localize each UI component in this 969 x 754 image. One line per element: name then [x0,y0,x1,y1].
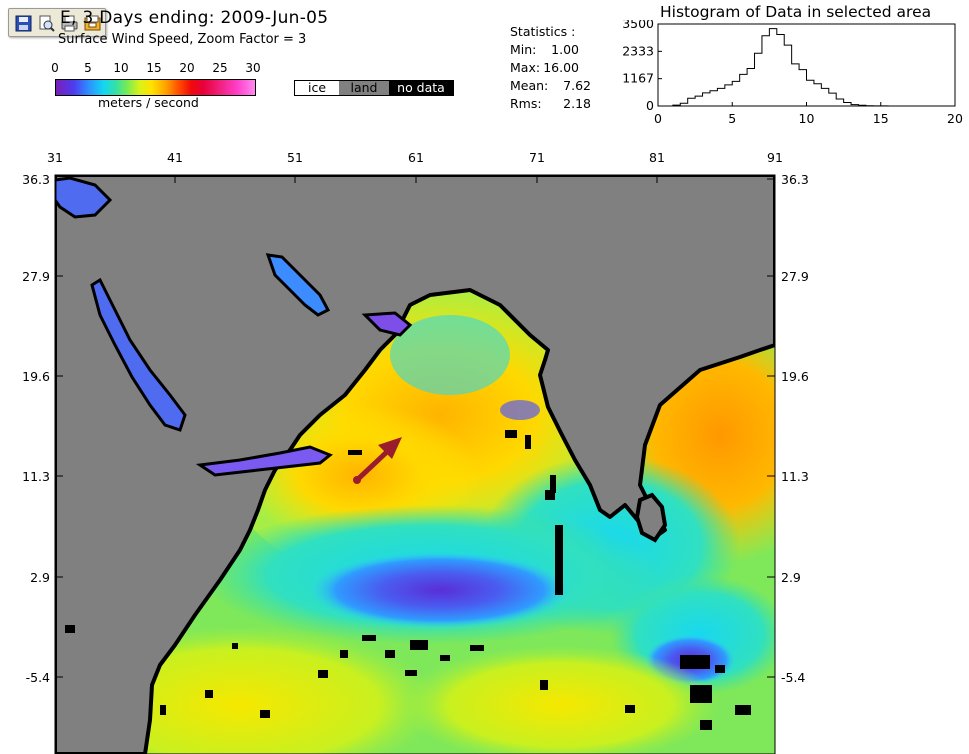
histogram-y-tick: 2333 [622,43,654,58]
wind-speed-map[interactable]: 31 41 51 61 71 81 91 36.3 36.3 27.9 27.9 19.6 19.6 11… [0,145,969,754]
export-icon[interactable] [82,13,103,34]
histogram-bar [703,93,710,106]
histogram-x-tick: 5 [728,111,736,126]
histogram-bar [829,93,836,106]
histogram-bar [732,81,739,106]
histogram-bar [799,70,806,106]
histogram-x-tick: 10 [799,111,815,126]
map-axes: 31 41 51 61 71 81 91 36.3 36.3 27.9 27.9 19.6 19.6 11… [22,150,809,685]
gulf-of-aden [195,445,333,477]
colorbar-tick: 20 [179,61,195,75]
socotra-island [348,450,362,455]
mediterranean-corner [55,176,113,219]
map-x-tick: 71 [529,150,545,165]
stat-mean-label: Mean: [510,78,549,93]
gulf-of-oman [361,311,413,337]
stat-rms-label: Rms: [510,96,542,111]
histogram-bar [777,35,784,106]
map-x-tick: 41 [167,150,183,165]
toolbar [8,8,106,37]
histogram-bar [792,64,799,106]
histogram-bar [725,85,732,106]
print-icon[interactable] [59,13,80,34]
histogram-x-tick: 20 [947,111,963,126]
histogram-bar [844,102,851,106]
histogram-bar [821,88,828,106]
histogram-bar [695,96,702,106]
map-y-tick-left: 19.6 [22,369,50,384]
map-y-tick-left: 36.3 [22,172,50,187]
histogram-bar [740,74,747,106]
map-subtitle: Surface Wind Speed, Zoom Factor = 3 [58,32,307,47]
histogram-bar [784,45,791,106]
stat-max-label: Max: [510,60,541,75]
histogram-bar [836,99,843,106]
stat-mean-value: 7.62 [563,78,591,93]
map-y-tick-left: 11.3 [22,469,50,484]
stat-max-value: 16.00 [543,60,579,75]
map-title: E, 3 Days ending: 2009-Jun-05 [60,8,329,28]
colorbar-tick: 5 [84,61,92,75]
surface-type-legend: ice land no data [294,80,454,96]
map-y-tick-left: -5.4 [26,670,50,685]
print-preview-icon[interactable] [36,13,57,34]
stat-min-label: Min: [510,42,537,57]
colorbar-tick: 25 [212,61,228,75]
land-mass-north [55,175,775,754]
histogram-x-tick: 15 [873,111,889,126]
histogram-bar [814,84,821,106]
map-y-tick-right: 11.3 [781,469,809,484]
legend-ice: ice [295,81,339,95]
histogram-bar [688,98,695,106]
histogram-bar [755,53,762,106]
legend-no-data: no data [389,81,453,95]
histogram-y-tick: 3500 [622,20,654,31]
stat-rms-value: 2.18 [563,96,591,111]
histogram-bar [762,36,769,106]
map-x-tick: 51 [287,150,303,165]
histogram-bar [769,29,776,106]
map-y-tick-left: 27.9 [22,269,50,284]
histogram-bar [747,69,754,106]
save-icon[interactable] [13,13,34,34]
colorbar-tick: 10 [113,61,129,75]
histogram-bar [717,88,724,106]
red-sea [90,277,187,432]
legend-land: land [339,81,389,95]
histogram-bar [710,91,717,106]
stat-min-value: 1.00 [551,42,579,57]
colorbar-tick: 30 [245,61,261,75]
wind-direction-arrow [353,437,402,484]
colorbar-tick: 15 [146,61,162,75]
histogram-outline [672,28,897,107]
persian-gulf [265,253,331,317]
map-y-tick-right: 2.9 [781,570,801,585]
histogram-y-tick: 0 [646,98,654,113]
colorbar [55,79,256,96]
map-x-tick: 81 [649,150,665,165]
no-data-pixels [65,430,751,730]
map-y-tick-left: 2.9 [30,570,50,585]
histogram-x-tick: 0 [654,111,662,126]
map-y-tick-right: -5.4 [781,670,805,685]
map-x-tick: 31 [47,150,63,165]
map-y-tick-right: 27.9 [781,269,809,284]
map-y-tick-right: 36.3 [781,172,809,187]
map-x-tick: 61 [408,150,424,165]
map-y-tick-right: 19.6 [781,369,809,384]
histogram-y-tick: 1167 [622,71,654,86]
colorbar-units: meters / second [98,95,199,110]
map-x-tick: 91 [767,150,783,165]
histogram-chart: 0 5 10 15 20 0 1167 2333 3500 [622,20,963,126]
colorbar-tick: 0 [51,61,59,75]
histogram-bar [807,80,814,106]
map-frame [54,174,776,754]
histogram-title: Histogram of Data in selected area [660,3,932,21]
sri-lanka [634,492,668,543]
statistics-heading: Statistics : [510,24,576,39]
